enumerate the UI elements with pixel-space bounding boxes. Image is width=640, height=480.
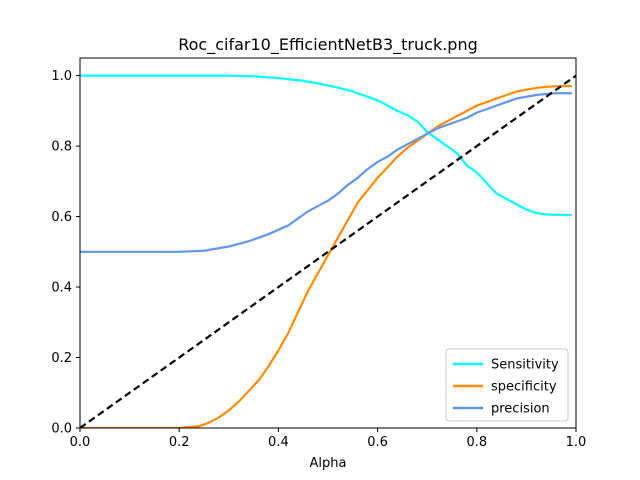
y-tick-label: 0.2 (51, 351, 72, 366)
x-tick-label: 0.8 (466, 435, 487, 450)
y-tick-label: 0.0 (51, 422, 72, 437)
series-line-sensitivity (80, 74, 573, 217)
legend: Sensitivity specificity precision (445, 348, 569, 422)
series-layer (80, 74, 576, 428)
chart-title: Roc_cifar10_EfficientNetB3_truck.png (178, 35, 478, 55)
y-axis-ticks: 0.0 0.2 0.4 0.6 0.8 1.0 (51, 69, 80, 437)
axes-frame (79, 57, 577, 429)
plot-area (79, 57, 577, 429)
x-tick-label: 1.0 (566, 435, 587, 450)
legend-label-sensitivity: Sensitivity (491, 358, 559, 373)
series-line-precision (80, 92, 573, 253)
x-tick-label: 0.6 (367, 435, 388, 450)
series-line-specificity (80, 85, 573, 428)
reference-diagonal-line (80, 74, 576, 428)
legend-box (445, 348, 569, 422)
x-axis-label: Alpha (310, 456, 347, 471)
x-tick-label: 0.2 (169, 435, 190, 450)
x-tick-label: 0.4 (268, 435, 289, 450)
y-tick-label: 0.8 (51, 140, 72, 155)
x-tick-label: 0.0 (70, 435, 91, 450)
legend-label-specificity: specificity (491, 380, 557, 395)
y-tick-label: 1.0 (51, 69, 72, 84)
legend-label-precision: precision (491, 402, 550, 417)
y-tick-label: 0.4 (51, 281, 72, 296)
y-tick-label: 0.6 (51, 210, 72, 225)
x-axis-ticks: 0.0 0.2 0.4 0.6 0.8 1.0 (70, 428, 587, 450)
